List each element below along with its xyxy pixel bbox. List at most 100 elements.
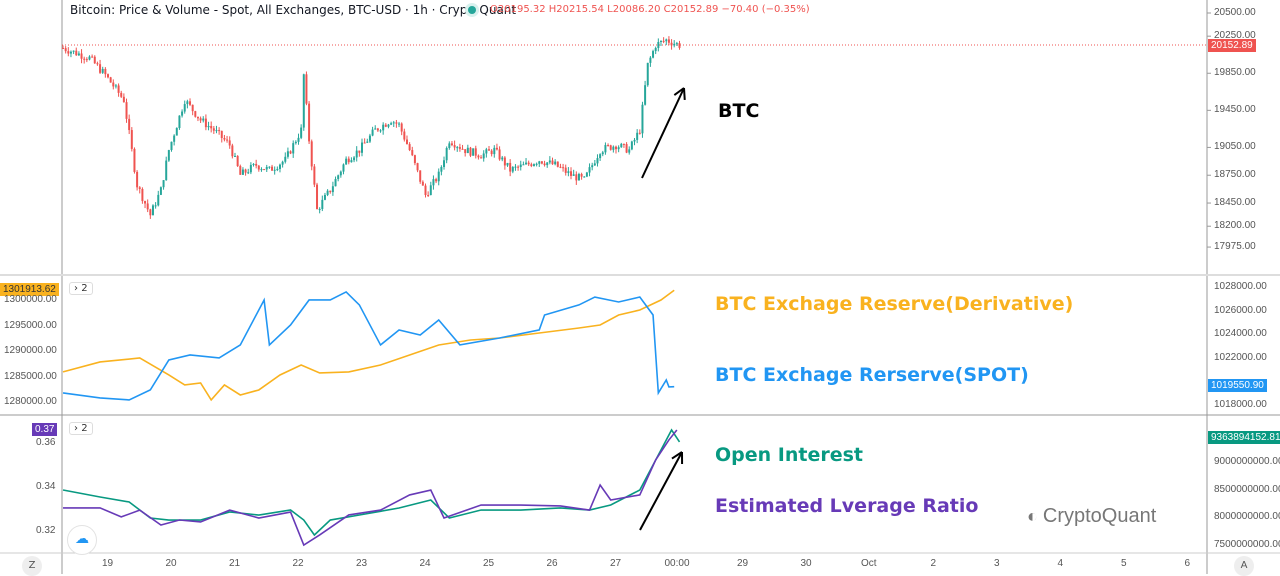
derivative-axis-label: 1285000.00 [4, 371, 57, 382]
candle-body [276, 169, 278, 170]
derivative-axis-label: 1300000.00 [4, 294, 57, 305]
candle-body [239, 166, 241, 175]
candle-body [589, 167, 591, 172]
candle-body [596, 158, 598, 163]
candle-body [612, 147, 614, 150]
candle-body [591, 165, 593, 167]
candle-body [88, 57, 90, 60]
candle-body [438, 172, 440, 182]
candle-body [260, 169, 262, 170]
derivative-axis-label: 1290000.00 [4, 345, 57, 356]
candle-body [573, 174, 575, 176]
candle-body [200, 118, 202, 120]
candle-body [504, 158, 506, 166]
candle-body [528, 163, 530, 165]
candle-body [636, 133, 638, 140]
time-axis-label: Oct [861, 558, 877, 569]
candle-body [292, 143, 294, 153]
spot-axis-label: 1022000.00 [1214, 352, 1267, 363]
candle-body [395, 122, 397, 123]
time-axis-label: 20 [166, 558, 177, 569]
candle-body [295, 142, 297, 143]
candle-body [263, 169, 265, 170]
candle-body [157, 195, 159, 205]
price-axis-label: 18750.00 [1214, 169, 1256, 180]
oi-axis-label: 8000000000.00 [1214, 511, 1280, 522]
candle-body [237, 156, 239, 166]
candle-body [144, 201, 146, 203]
candle-body [546, 162, 548, 165]
price-axis-label: 17975.00 [1214, 241, 1256, 252]
candle-body [462, 149, 464, 150]
candle-body [493, 148, 495, 154]
candle-body [615, 147, 617, 149]
candle-body [287, 151, 289, 156]
candle-body [356, 151, 358, 158]
candle-body [607, 145, 609, 146]
spot-reserve-line [63, 292, 674, 400]
candle-body [480, 157, 482, 158]
oi-pane-collapse-button[interactable]: › 2 [69, 422, 93, 435]
candle-body [94, 57, 96, 64]
spot-axis-label: 1024000.00 [1214, 328, 1267, 339]
price-axis-label: 20250.00 [1214, 30, 1256, 41]
candle-body [628, 149, 630, 152]
candle-body [623, 144, 625, 145]
candle-body [192, 105, 194, 111]
candle-body [377, 128, 379, 130]
candle-body [660, 41, 662, 42]
candle-body [618, 147, 620, 149]
candle-body [554, 162, 556, 165]
candle-body [208, 126, 210, 127]
series-count: 2 [81, 283, 87, 294]
candle-body [348, 159, 350, 163]
candle-body [147, 203, 149, 209]
candle-body [671, 43, 673, 46]
candle-body [268, 167, 270, 168]
candle-body [215, 130, 217, 131]
candle-body [448, 143, 450, 148]
derivative-axis-label: 1295000.00 [4, 320, 57, 331]
candle-body [559, 167, 561, 168]
candle-body [456, 147, 458, 148]
candle-body [110, 77, 112, 82]
auto-scale-right-button[interactable]: A [1234, 556, 1254, 576]
status-dot-icon [468, 6, 476, 14]
candle-body [401, 124, 403, 132]
candle-body [610, 145, 612, 150]
candle-body [271, 167, 273, 171]
price-axis-label: 18200.00 [1214, 220, 1256, 231]
candle-body [417, 163, 419, 170]
oi-axis-label: 8500000000.00 [1214, 484, 1280, 495]
candle-body [393, 122, 395, 123]
candle-body [361, 143, 363, 153]
candle-body [626, 144, 628, 153]
candle-body [141, 189, 143, 201]
derivative-legend: BTC Exchage Reserve(Derivative) [715, 293, 1073, 315]
candle-body [432, 179, 434, 185]
reserve-pane-collapse-button[interactable]: › 2 [69, 282, 93, 295]
auto-scale-left-button[interactable]: Z [22, 556, 42, 576]
candle-body [414, 155, 416, 163]
oi-legend: Open Interest [715, 444, 863, 466]
candle-body [409, 144, 411, 150]
candle-body [483, 153, 485, 158]
open-interest-line [63, 430, 679, 535]
time-axis-label: 4 [1058, 558, 1064, 569]
oi-axis-label: 7500000000.00 [1214, 539, 1280, 550]
candle-body [665, 39, 667, 41]
candle-body [282, 162, 284, 165]
indicator-cloud-icon[interactable]: ☁ [67, 525, 97, 555]
time-axis-label: 25 [483, 558, 494, 569]
candle-body [435, 179, 437, 181]
candle-body [96, 63, 98, 64]
spot-axis-label: 1018000.00 [1214, 399, 1267, 410]
oi-arrow [640, 452, 682, 530]
cryptoquant-logo-icon: ◐ [1027, 506, 1043, 526]
candle-body [419, 170, 421, 181]
candle-body [176, 128, 178, 136]
candle-body [321, 200, 323, 209]
candle-body [499, 149, 501, 159]
candle-body [311, 141, 313, 166]
